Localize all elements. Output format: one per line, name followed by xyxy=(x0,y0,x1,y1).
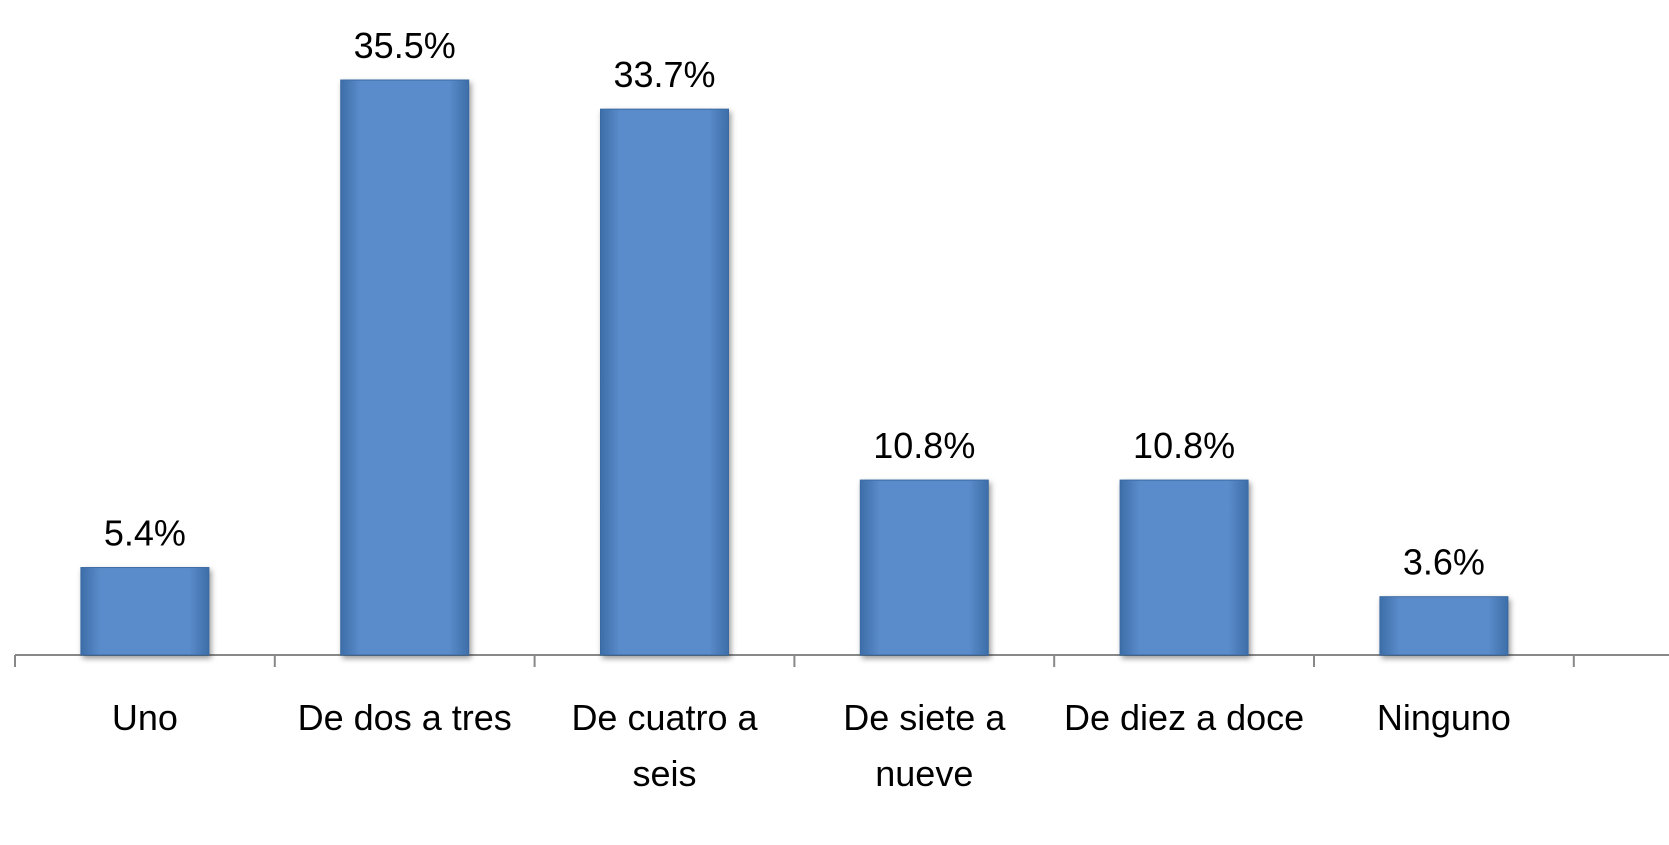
bar xyxy=(1379,596,1509,656)
data-label: 3.6% xyxy=(1403,542,1485,583)
data-label: 10.8% xyxy=(873,425,975,466)
bar xyxy=(340,79,470,656)
x-tick-label: Ninguno xyxy=(1376,697,1511,738)
x-tick-label: De siete a nueve xyxy=(843,697,1006,794)
bar xyxy=(600,108,729,656)
x-tick-label: De cuatro a seis xyxy=(571,697,758,794)
data-label: 33.7% xyxy=(613,54,715,95)
x-tick-label: De dos a tres xyxy=(297,697,512,738)
data-label: 5.4% xyxy=(104,513,186,554)
bar xyxy=(859,479,989,656)
data-label: 10.8% xyxy=(1133,425,1235,466)
x-tick-label: Uno xyxy=(111,697,178,738)
bar xyxy=(80,567,210,656)
x-tick-label: De diez a doce xyxy=(1064,697,1305,738)
bar xyxy=(1119,479,1249,656)
data-label: 35.5% xyxy=(354,25,456,66)
